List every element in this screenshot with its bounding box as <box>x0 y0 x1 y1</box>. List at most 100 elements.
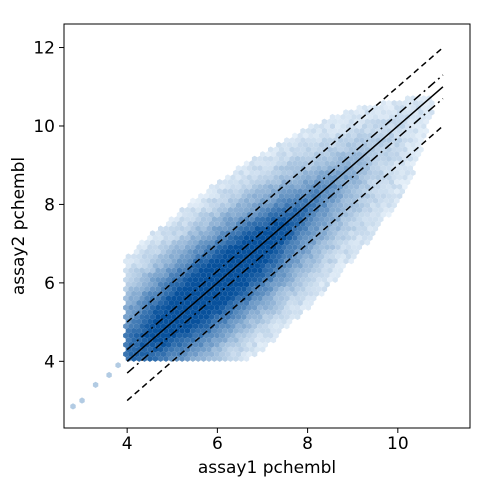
density-hex <box>260 253 266 260</box>
density-hex <box>225 351 231 358</box>
density-hex <box>313 169 319 176</box>
density-hex <box>278 248 285 255</box>
density-hex <box>225 174 231 181</box>
density-hex <box>174 346 180 353</box>
density-hex <box>375 174 381 181</box>
density-hex <box>388 104 395 111</box>
density-hex <box>308 123 314 130</box>
density-hex <box>230 286 236 293</box>
density-hex <box>184 225 191 232</box>
density-hex <box>294 230 301 237</box>
density-hex <box>260 299 266 307</box>
density-hex <box>270 299 277 307</box>
density-hex <box>399 141 405 148</box>
density-hex <box>225 193 231 200</box>
sparse-point <box>70 403 76 410</box>
density-hex <box>378 206 384 214</box>
density-hex <box>246 276 252 283</box>
density-hex <box>257 341 263 348</box>
density-hex <box>235 165 242 172</box>
density-hex <box>139 351 145 358</box>
density-hex <box>302 253 309 260</box>
density-hex <box>319 197 325 204</box>
density-hex <box>257 286 263 293</box>
density-hex <box>182 313 188 320</box>
density-hex <box>270 206 277 214</box>
reference-line-solid <box>126 86 444 362</box>
density-hex <box>388 169 395 176</box>
density-hex <box>227 206 234 214</box>
density-hex <box>268 165 274 172</box>
density-hex <box>316 183 322 190</box>
density-hex <box>155 351 161 358</box>
density-hex <box>332 155 338 162</box>
density-hex <box>246 323 252 330</box>
density-hex <box>332 267 338 274</box>
density-hex <box>332 183 338 190</box>
density-hex <box>316 220 322 228</box>
density-hex <box>421 123 427 130</box>
density-hex <box>402 146 408 153</box>
density-hex <box>286 272 293 279</box>
density-hex <box>348 248 354 255</box>
density-hex <box>235 323 242 330</box>
density-hex <box>321 193 328 200</box>
density-hex <box>388 179 395 186</box>
density-hex <box>136 290 142 297</box>
density-hex <box>289 313 295 320</box>
density-hex <box>200 262 207 269</box>
density-hex <box>383 123 389 130</box>
density-hex <box>238 234 244 241</box>
density-hex <box>182 323 188 330</box>
density-hex <box>222 188 228 195</box>
density-hex <box>276 141 282 148</box>
density-hex <box>225 332 231 339</box>
density-hex <box>230 323 236 330</box>
density-hex <box>260 309 266 316</box>
density-hex <box>243 197 250 204</box>
density-hex <box>345 244 352 251</box>
density-hex <box>362 197 368 204</box>
density-hex <box>187 248 193 255</box>
density-hex <box>278 174 285 181</box>
density-hex <box>335 188 341 195</box>
density-hex <box>396 146 403 153</box>
density-hex <box>340 244 346 251</box>
density-hex <box>359 239 365 246</box>
density-hex <box>179 225 185 232</box>
density-hex <box>329 272 336 279</box>
density-hex <box>302 262 309 269</box>
density-hex <box>227 225 234 232</box>
density-hex <box>391 183 397 190</box>
density-hex <box>332 239 338 246</box>
density-hex <box>367 197 373 204</box>
density-hex <box>362 104 368 111</box>
density-hex <box>260 169 266 176</box>
density-hex <box>359 202 365 209</box>
density-hex <box>308 253 314 260</box>
density-hex <box>284 211 290 218</box>
density-hex <box>241 239 247 246</box>
density-hex <box>286 309 293 316</box>
density-hex <box>147 234 153 241</box>
density-hex <box>198 239 204 246</box>
density-hex <box>276 151 282 158</box>
density-hex <box>249 244 255 251</box>
density-hex <box>335 216 341 223</box>
density-hex <box>388 132 395 139</box>
density-hex <box>222 253 228 260</box>
plot-frame <box>63 23 471 429</box>
density-hex <box>246 183 252 190</box>
density-hex <box>270 309 277 316</box>
density-hex <box>238 225 244 232</box>
density-hex <box>131 272 137 279</box>
density-hex <box>152 253 158 260</box>
density-hex <box>246 193 252 200</box>
density-hex <box>335 206 341 214</box>
density-hex <box>340 132 346 139</box>
density-hex <box>144 267 150 274</box>
density-hex <box>410 132 416 139</box>
density-hex <box>289 286 295 293</box>
density-hex <box>192 258 199 265</box>
density-hex <box>238 318 244 325</box>
